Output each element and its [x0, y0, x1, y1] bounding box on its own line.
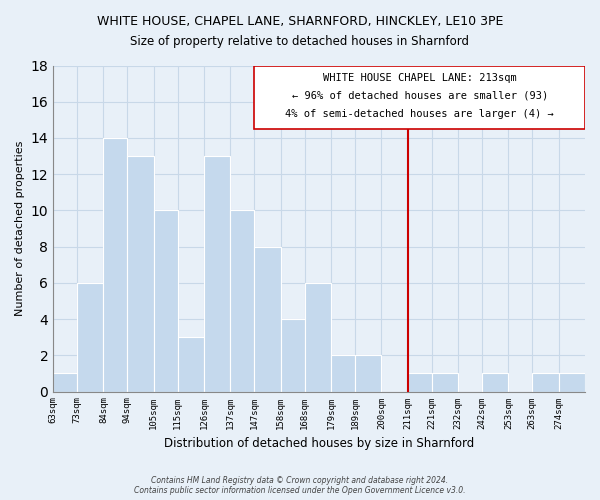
- Bar: [482, 374, 508, 392]
- Text: Size of property relative to detached houses in Sharnford: Size of property relative to detached ho…: [131, 35, 470, 48]
- Bar: [154, 210, 178, 392]
- Bar: [305, 283, 331, 392]
- Y-axis label: Number of detached properties: Number of detached properties: [15, 141, 25, 316]
- Bar: [532, 374, 559, 392]
- Bar: [331, 356, 355, 392]
- Bar: [408, 374, 431, 392]
- Text: WHITE HOUSE, CHAPEL LANE, SHARNFORD, HINCKLEY, LE10 3PE: WHITE HOUSE, CHAPEL LANE, SHARNFORD, HIN…: [97, 15, 503, 28]
- Bar: [431, 374, 458, 392]
- Bar: [77, 283, 103, 392]
- Text: WHITE HOUSE CHAPEL LANE: 213sqm: WHITE HOUSE CHAPEL LANE: 213sqm: [323, 72, 517, 83]
- Text: 4% of semi-detached houses are larger (4) →: 4% of semi-detached houses are larger (4…: [286, 109, 554, 119]
- Text: Contains HM Land Registry data © Crown copyright and database right 2024.
Contai: Contains HM Land Registry data © Crown c…: [134, 476, 466, 495]
- Bar: [127, 156, 154, 392]
- X-axis label: Distribution of detached houses by size in Sharnford: Distribution of detached houses by size …: [164, 437, 474, 450]
- Text: ← 96% of detached houses are smaller (93): ← 96% of detached houses are smaller (93…: [292, 91, 548, 101]
- Bar: [281, 319, 305, 392]
- Bar: [355, 356, 382, 392]
- Bar: [254, 246, 281, 392]
- Bar: [559, 374, 585, 392]
- Bar: [230, 210, 254, 392]
- Bar: [254, 66, 585, 129]
- Bar: [204, 156, 230, 392]
- Bar: [103, 138, 127, 392]
- Bar: [53, 374, 77, 392]
- Bar: [178, 337, 204, 392]
